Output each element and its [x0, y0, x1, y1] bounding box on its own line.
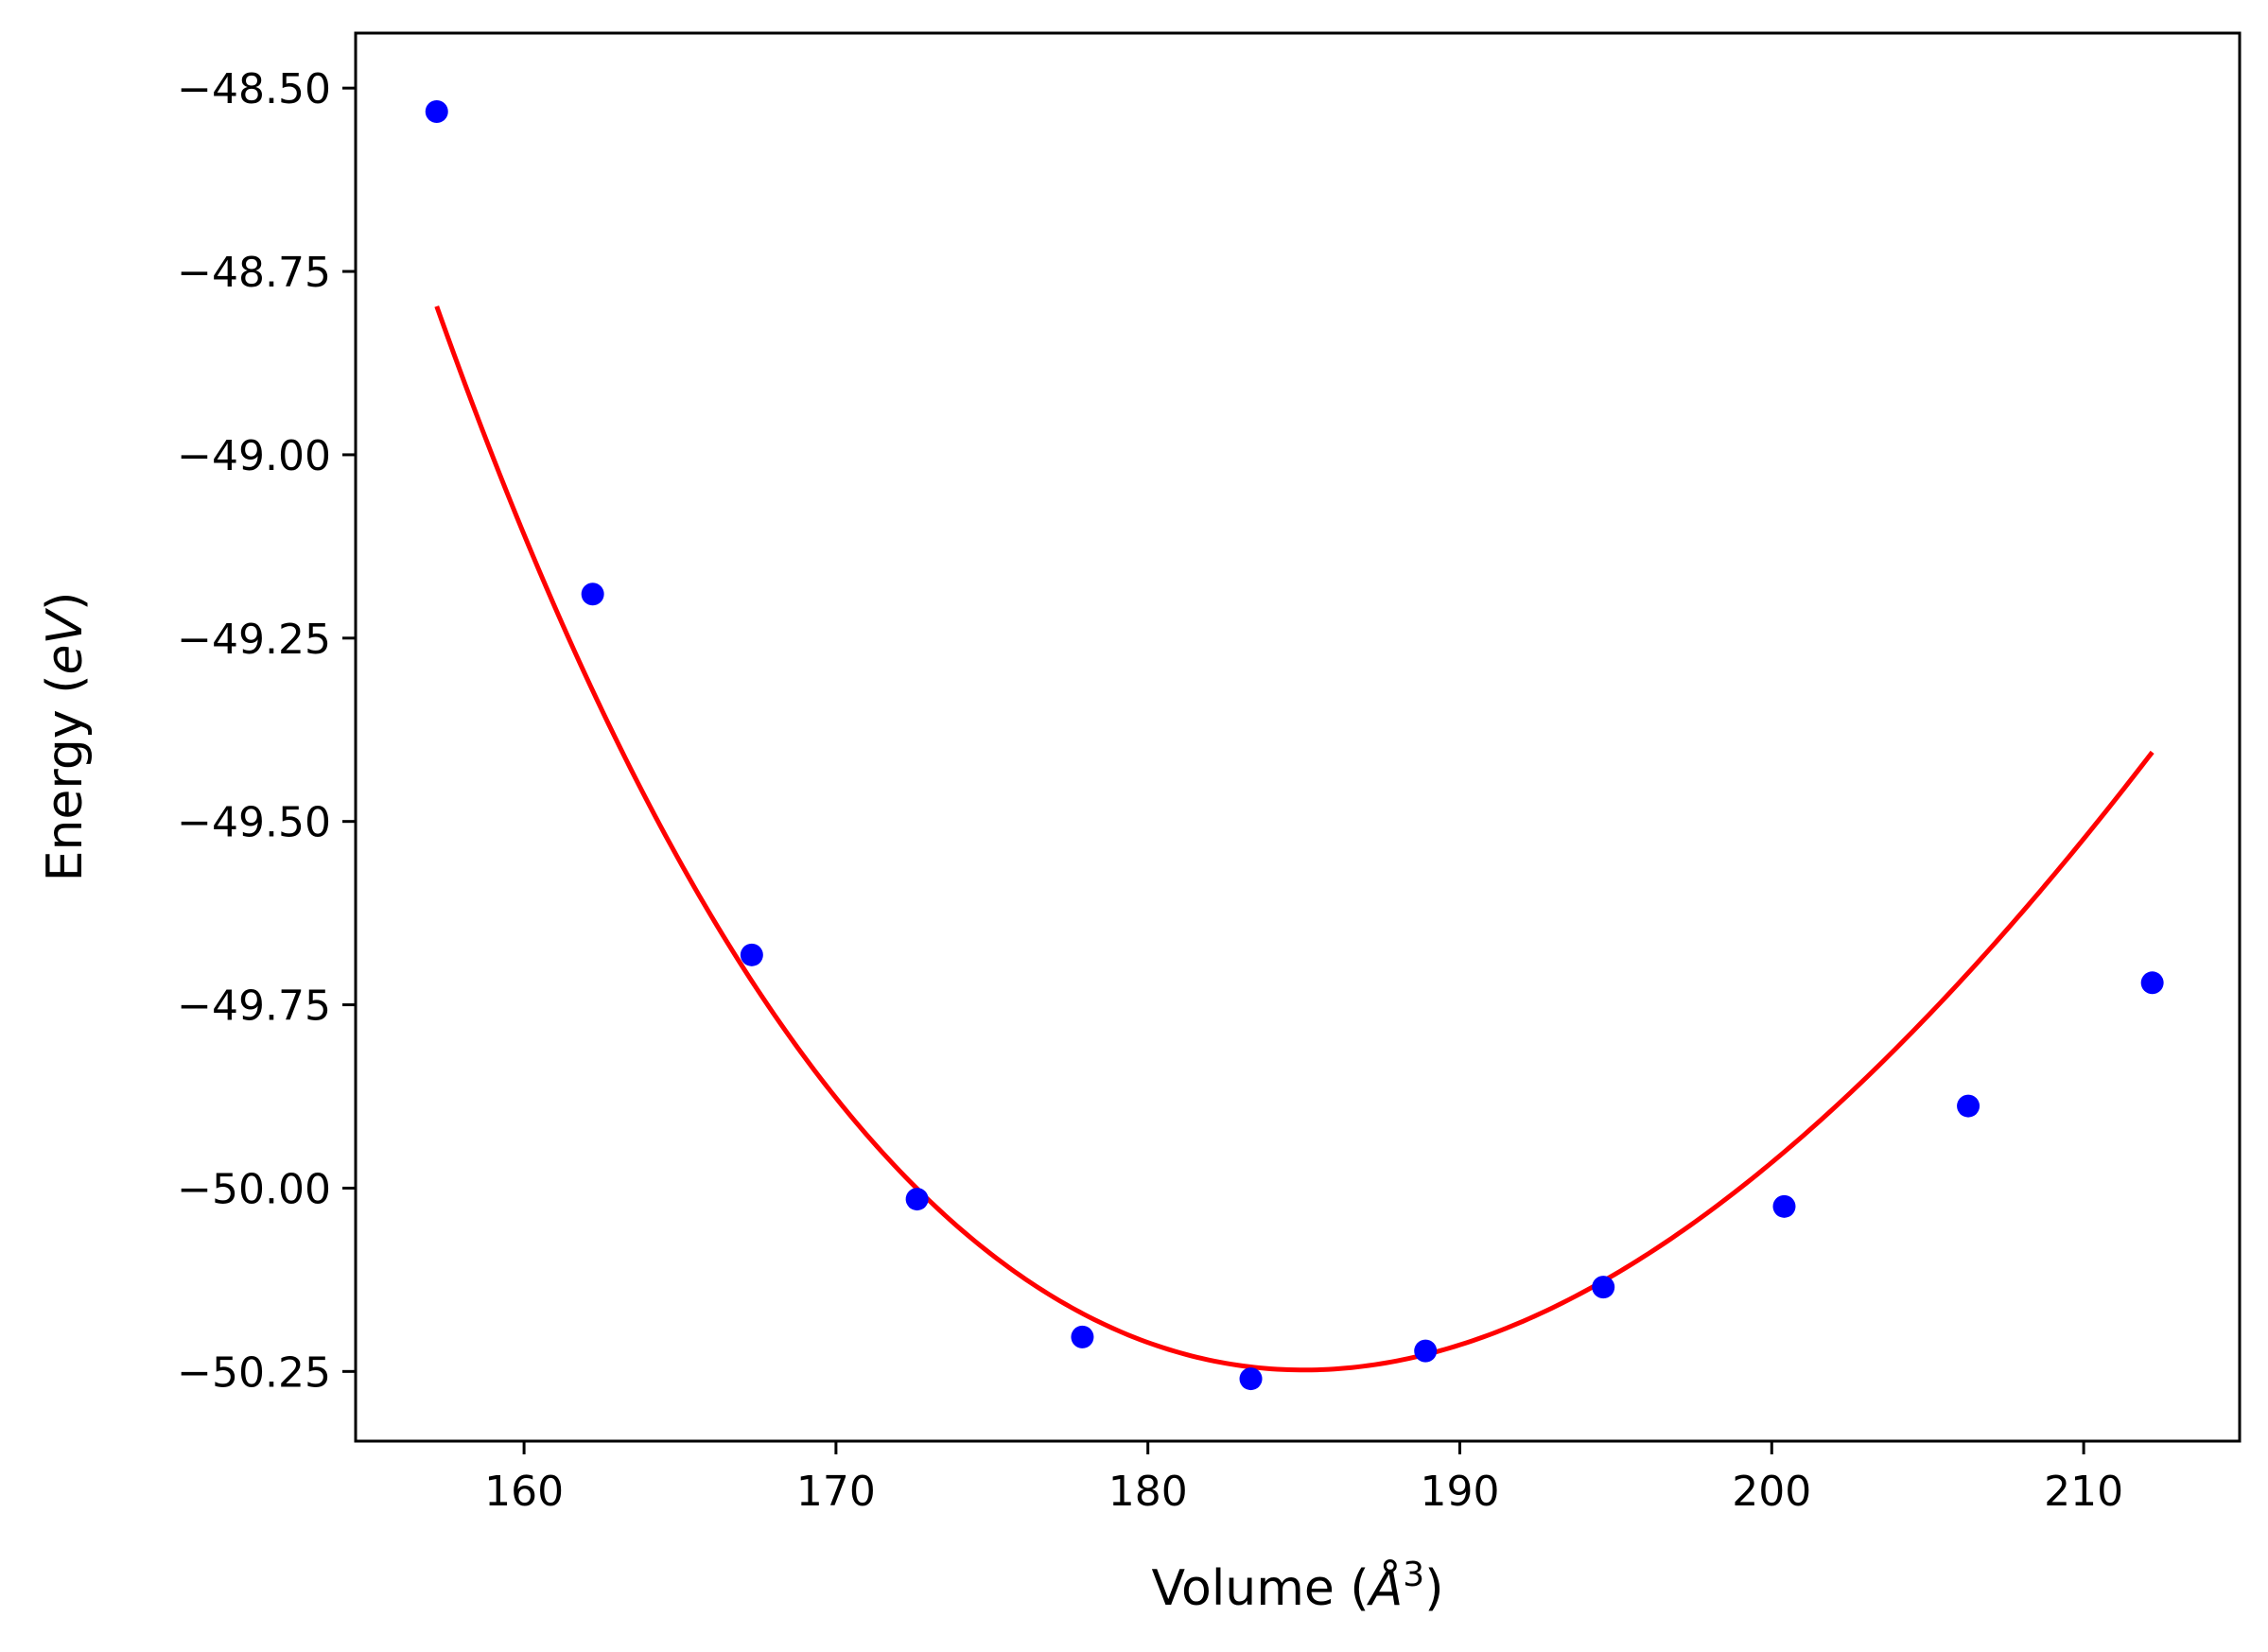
data-point: [740, 943, 763, 966]
data-points: [425, 99, 2164, 1391]
data-point: [1592, 1276, 1615, 1299]
y-tick-label: −49.50: [177, 799, 331, 847]
y-axis-ticks: −48.50 −48.75 −49.00 −49.25 −49.50 −49.75 −50.…: [177, 65, 356, 1397]
y-axis-title: Energy (eV): [37, 592, 94, 882]
x-tick-label: 210: [2044, 1468, 2123, 1516]
plot-area: [356, 33, 2240, 1441]
x-axis-unit-exponent: 3: [1403, 1556, 1424, 1594]
x-axis-unit: Å: [1367, 1558, 1404, 1617]
data-point: [1071, 1325, 1094, 1348]
x-axis-label: Volume: [1151, 1560, 1334, 1617]
y-axis-label: Energy: [37, 709, 94, 881]
data-point: [1957, 1094, 1980, 1118]
x-tick-label: 190: [1421, 1468, 1500, 1516]
x-tick-label: 170: [796, 1468, 876, 1516]
data-point: [581, 583, 604, 606]
x-axis-ticks: 160 170 180 190 200 210: [484, 1441, 2123, 1516]
x-axis-title: Volume (Å3): [1151, 1556, 1443, 1617]
x-tick-label: 160: [484, 1468, 564, 1516]
data-point: [905, 1188, 929, 1211]
y-tick-label: −50.00: [177, 1165, 331, 1213]
y-tick-label: −49.00: [177, 432, 331, 480]
y-tick-label: −50.25: [177, 1348, 331, 1397]
y-tick-label: −49.75: [177, 983, 331, 1031]
plot-frame: [354, 31, 2242, 1443]
fit-curve: [434, 305, 2155, 1373]
y-tick-label: −49.25: [177, 616, 331, 664]
data-point: [1414, 1339, 1438, 1363]
x-tick-label: 180: [1108, 1468, 1188, 1516]
y-tick-label: −48.50: [177, 65, 331, 113]
data-point: [1239, 1367, 1263, 1391]
y-axis-unit: eV: [37, 608, 94, 675]
data-point: [425, 99, 448, 123]
data-point: [2140, 971, 2164, 995]
data-point: [1772, 1194, 1796, 1218]
x-tick-label: 200: [1732, 1468, 1811, 1516]
y-tick-label: −48.75: [177, 249, 331, 297]
